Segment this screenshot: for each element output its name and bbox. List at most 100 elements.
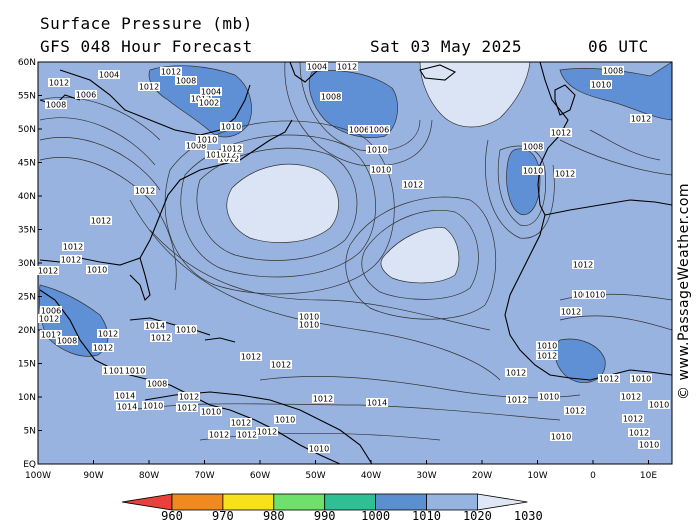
isobar-label-bg bbox=[108, 366, 130, 375]
isobar-label: 1010 bbox=[585, 291, 605, 300]
colorbar-tick-label: 970 bbox=[212, 509, 234, 523]
isobar-label: 1012 bbox=[573, 261, 593, 270]
isobar-label: 1012 bbox=[135, 187, 155, 196]
lon-label: 40W bbox=[361, 471, 381, 481]
isobar-label: 1010 bbox=[221, 123, 241, 132]
isobar-label: 1010 bbox=[299, 313, 319, 322]
lat-label: 45N bbox=[18, 159, 36, 169]
isobar-label-bg bbox=[40, 330, 62, 339]
lat-label: 50N bbox=[18, 125, 36, 135]
isobar-label-bg bbox=[62, 242, 84, 251]
isobar-label-bg bbox=[45, 100, 67, 109]
isobar-label: 1012 bbox=[98, 330, 118, 339]
isobar-label: 1012 bbox=[139, 83, 159, 92]
isobar-label: 1012 bbox=[555, 170, 575, 179]
latitude-labels: 60N 55N 50N 45N 40N 35N 30N 25N 20N 15N 10N 5N EQ bbox=[18, 58, 42, 470]
isobar-label-bg bbox=[622, 414, 644, 423]
isobar-label: 1012 bbox=[599, 375, 619, 384]
colorbar-segment bbox=[324, 493, 377, 511]
isobar-label: 1012 bbox=[565, 407, 585, 416]
lon-label: 20W bbox=[472, 471, 492, 481]
isobar-label-bg bbox=[366, 145, 388, 154]
isobar-label-bg bbox=[116, 402, 138, 411]
isobar-label-bg bbox=[598, 374, 620, 383]
colorbar-segment bbox=[273, 493, 326, 511]
isobar-label: 1002 bbox=[199, 99, 219, 108]
lat-label: 15N bbox=[18, 360, 36, 370]
isobar-label-bg bbox=[97, 329, 119, 338]
lon-label: 100W bbox=[25, 471, 51, 481]
isobar-label-bg bbox=[48, 78, 70, 87]
isobar-label: 1012 bbox=[621, 393, 641, 402]
isobar-label-bg bbox=[98, 70, 120, 79]
isobar-label: 1010 bbox=[143, 402, 163, 411]
isobar-label: 1008 bbox=[573, 291, 593, 300]
lon-label: 10W bbox=[527, 471, 547, 481]
colorbar-segment bbox=[222, 493, 275, 511]
forecast-label: GFS 048 Hour Forecast bbox=[40, 37, 253, 56]
isobar-label-bg bbox=[142, 401, 164, 410]
isobar-label-bg bbox=[198, 98, 220, 107]
isobar-label: 1010 bbox=[537, 342, 557, 351]
isobar-label: 1012 bbox=[629, 429, 649, 438]
isobar-label: 1012 bbox=[257, 428, 277, 437]
isobar-label: 1012 bbox=[507, 396, 527, 405]
high-azores-west bbox=[226, 163, 339, 243]
isobar-label: 1010 bbox=[631, 375, 651, 384]
isobar-label-bg bbox=[538, 392, 560, 401]
isobar-label-bg bbox=[175, 76, 197, 85]
isobar-label-bg bbox=[366, 398, 388, 407]
isobar-label: 1008 bbox=[57, 337, 77, 346]
isobar-label: 1010 bbox=[551, 433, 571, 442]
isobar-label-layer: 1012100410121008101210061008101210101004… bbox=[37, 62, 670, 454]
colorbar-tick-label: 1000 bbox=[361, 509, 390, 523]
isobar-label: 1010 bbox=[639, 441, 659, 450]
lon-label: 50W bbox=[305, 471, 325, 481]
isobar-label-bg bbox=[638, 440, 660, 449]
isobar-label: 1014 bbox=[115, 392, 135, 401]
isobar-label-bg bbox=[208, 430, 230, 439]
isobar-label-bg bbox=[630, 374, 652, 383]
isobar-label-bg bbox=[402, 180, 424, 189]
isobar-label: 1012 bbox=[179, 393, 199, 402]
isobar-label-bg bbox=[220, 122, 242, 131]
isobar-label-bg bbox=[175, 325, 197, 334]
isobar-label-bg bbox=[60, 255, 82, 264]
isobar-label-bg bbox=[336, 62, 358, 71]
lat-label: 5N bbox=[24, 427, 36, 437]
isobar-label-bg bbox=[522, 142, 544, 151]
isobar-label: 1012 bbox=[63, 243, 83, 252]
isobar-label-bg bbox=[200, 87, 222, 96]
isobar-label: 1010 bbox=[649, 401, 669, 410]
isobar-label: 1012 bbox=[271, 361, 291, 370]
lat-label: 35N bbox=[18, 226, 36, 236]
isobar-label-bg bbox=[138, 82, 160, 91]
isobar-label: 1012 bbox=[241, 353, 261, 362]
colorbar-segment bbox=[426, 493, 478, 511]
isobar-label: 1010 bbox=[371, 166, 391, 175]
isobar-label: 1006 bbox=[369, 126, 389, 135]
isobar-label: 1004 bbox=[307, 63, 327, 72]
lon-label: 10E bbox=[640, 471, 657, 481]
isobar-label-bg bbox=[572, 290, 594, 299]
longitude-labels: 100W 90W 80W 70W 60W 50W 40W 30W 20W 10W 0 10E bbox=[25, 460, 657, 481]
isobar-label-bg bbox=[114, 391, 136, 400]
isobar-label: 1012 bbox=[623, 415, 643, 424]
isobar-label-bg bbox=[185, 141, 207, 150]
isobar-label: 1012 bbox=[209, 431, 229, 440]
map-title: Surface Pressure (mb) bbox=[40, 14, 253, 33]
isobar-label: 1010 bbox=[539, 393, 559, 402]
lat-label: 10N bbox=[18, 393, 36, 403]
lon-label: 30W bbox=[416, 471, 436, 481]
isobar-label: 1010 bbox=[299, 321, 319, 330]
isobar-label-bg bbox=[200, 407, 222, 416]
isobar-label: 1012 bbox=[61, 256, 81, 265]
isobar-label: 1012 bbox=[49, 79, 69, 88]
isobar-label-bg bbox=[536, 341, 558, 350]
isobar-label: 1012 bbox=[216, 151, 236, 160]
lat-label: 40N bbox=[18, 192, 36, 202]
isobar-label-bg bbox=[550, 432, 572, 441]
isobar-label-bg bbox=[240, 352, 262, 361]
isobar-label-bg bbox=[134, 186, 156, 195]
low-iberia bbox=[506, 148, 541, 216]
